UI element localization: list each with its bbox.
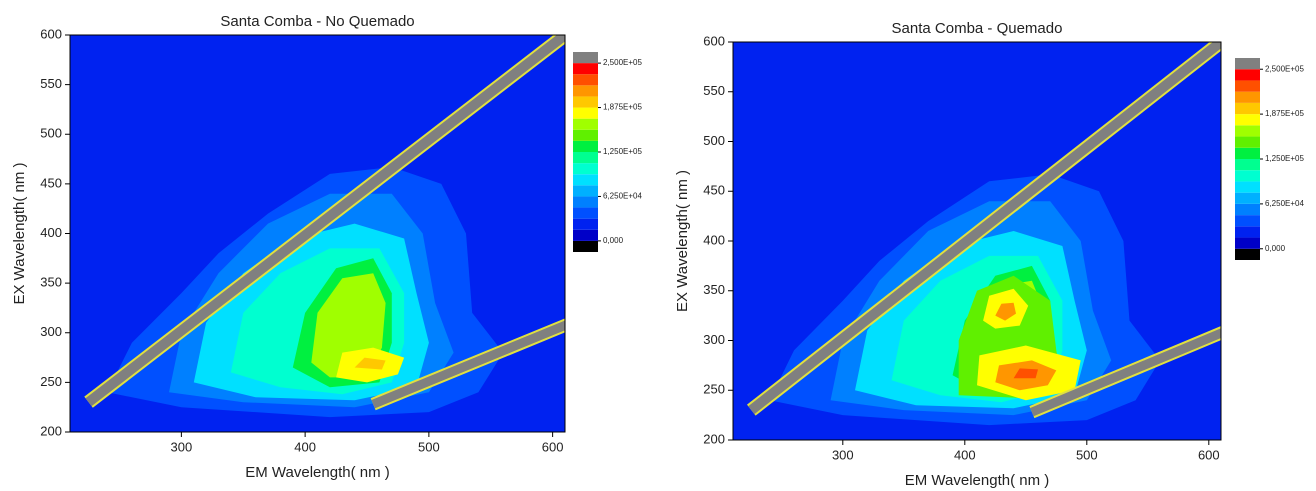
colorbar-band xyxy=(573,196,598,208)
y-tick-label: 600 xyxy=(40,26,62,41)
colorbar-band xyxy=(1235,159,1260,171)
colorbar-tick-label: 1,250E+05 xyxy=(603,147,642,156)
colorbar-band xyxy=(1235,102,1260,115)
y-tick-label: 250 xyxy=(703,382,725,397)
colorbar-band xyxy=(1235,69,1260,81)
y-tick-label: 300 xyxy=(703,332,725,347)
colorbar-band xyxy=(573,174,598,186)
x-tick-label: 400 xyxy=(294,439,316,454)
colorbar-band xyxy=(1235,215,1260,227)
colorbar-band xyxy=(573,218,598,230)
colorbar-band xyxy=(573,229,598,241)
y-axis-label: EX Wavelength( nm ) xyxy=(11,163,28,305)
colorbar-band xyxy=(573,52,598,64)
colorbar-band xyxy=(1235,181,1260,193)
plot-area xyxy=(733,42,1221,440)
x-axis-label: EM Wavelength( nm ) xyxy=(245,464,390,481)
y-tick-label: 400 xyxy=(40,225,62,240)
colorbar-band xyxy=(1235,114,1260,126)
contour-region xyxy=(354,357,386,370)
colorbar: 0,000 6,250E+04 1,250E+05 1,875E+05 2,500E+0… xyxy=(573,52,642,252)
colorbar-tick-label: 2,500E+05 xyxy=(1265,64,1304,73)
y-tick-label: 200 xyxy=(40,423,62,438)
x-tick-label: 300 xyxy=(832,447,854,462)
colorbar: 0,000 6,250E+04 1,250E+05 1,875E+05 2,500E+0… xyxy=(1235,58,1304,260)
y-tick-label: 600 xyxy=(703,33,725,48)
colorbar-band xyxy=(573,163,598,175)
scatter-band xyxy=(1030,328,1221,417)
y-tick-label: 550 xyxy=(40,76,62,91)
x-tick-label: 300 xyxy=(171,439,193,454)
colorbar-band xyxy=(1235,58,1260,70)
colorbar-tick-label: 6,250E+04 xyxy=(603,192,642,201)
y-axis-label: EX Wavelength( nm ) xyxy=(674,170,691,312)
y-tick-label: 350 xyxy=(703,282,725,297)
colorbar-band xyxy=(1235,226,1260,238)
colorbar-band xyxy=(1235,248,1260,260)
x-tick-label: 600 xyxy=(1198,447,1220,462)
y-tick-label: 400 xyxy=(703,232,725,247)
colorbar-tick-label: 2,500E+05 xyxy=(603,58,642,67)
colorbar-band xyxy=(1235,147,1260,159)
colorbar-band xyxy=(573,152,598,164)
y-tick-label: 350 xyxy=(40,275,62,290)
colorbar-band xyxy=(1235,91,1260,103)
colorbar-tick-label: 0,000 xyxy=(603,236,624,245)
chart-title: Santa Comba - No Quemado xyxy=(220,13,414,30)
colorbar-band xyxy=(1235,170,1260,182)
x-tick-label: 600 xyxy=(542,439,564,454)
colorbar-band xyxy=(573,240,598,252)
x-tick-label: 400 xyxy=(954,447,976,462)
colorbar-tick-label: 6,250E+04 xyxy=(1265,199,1304,208)
colorbar-tick-label: 1,875E+05 xyxy=(603,103,642,112)
colorbar-band xyxy=(573,207,598,219)
colorbar-band xyxy=(573,140,598,152)
colorbar-band xyxy=(1235,125,1260,137)
colorbar-band xyxy=(1235,80,1260,92)
y-tick-label: 500 xyxy=(703,133,725,148)
y-tick-label: 450 xyxy=(40,175,62,190)
x-tick-label: 500 xyxy=(1076,447,1098,462)
y-tick-label: 250 xyxy=(40,374,62,389)
colorbar-band xyxy=(1235,203,1260,216)
colorbar-band xyxy=(573,185,598,197)
colorbar-band xyxy=(1235,237,1260,249)
y-tick-label: 500 xyxy=(40,126,62,141)
scatter-band xyxy=(748,42,1221,415)
colorbar-band xyxy=(1235,136,1260,148)
colorbar-band xyxy=(573,85,598,97)
x-axis-label: EM Wavelength( nm ) xyxy=(905,472,1050,489)
colorbar-tick-label: 1,875E+05 xyxy=(1265,109,1304,118)
x-tick-label: 500 xyxy=(418,439,440,454)
colorbar-band xyxy=(1235,192,1260,204)
colorbar-band xyxy=(573,96,598,108)
contour-region xyxy=(1013,368,1038,379)
y-tick-label: 300 xyxy=(40,324,62,339)
y-tick-label: 200 xyxy=(703,431,725,446)
colorbar-band xyxy=(573,129,598,141)
contour-region xyxy=(995,302,1016,321)
colorbar-band xyxy=(573,74,598,86)
scatter-band xyxy=(85,35,565,407)
y-tick-label: 550 xyxy=(703,83,725,98)
colorbar-tick-label: 1,250E+05 xyxy=(1265,154,1304,163)
colorbar-band xyxy=(573,63,598,75)
colorbar-band xyxy=(573,107,598,119)
chart-title: Santa Comba - Quemado xyxy=(892,20,1063,37)
colorbar-band xyxy=(573,118,598,130)
y-tick-label: 450 xyxy=(703,183,725,198)
plot-area xyxy=(70,35,565,432)
scatter-band xyxy=(371,320,565,409)
colorbar-tick-label: 0,000 xyxy=(1265,244,1286,253)
